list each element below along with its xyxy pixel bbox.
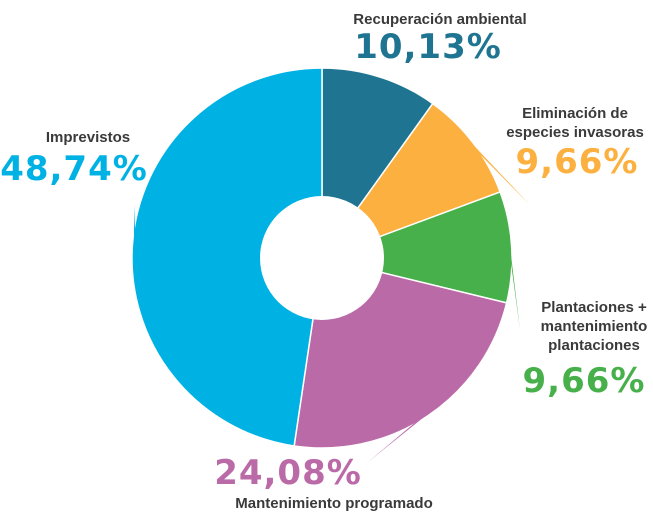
slice-pointer-3 [509,238,520,330]
slice-value-label-3: 9,66% [523,361,646,401]
slice-value-label-2: 9,66% [516,142,639,182]
donut-hole [260,196,384,320]
slice-value-label-1: 10,13% [354,27,502,67]
slice-value-label-4: 24,08% [214,453,362,493]
slice-3 [319,191,513,304]
slice-5 [131,67,323,447]
slice-name-label-5: Imprevistos [46,129,130,146]
slice-pointer-2 [466,137,530,205]
slice-pointer-5 [134,205,136,253]
slice-name-label-3: Plantaciones + mantenimiento plantaciones [541,299,648,354]
slice-value-label-5: 48,74% [0,149,148,189]
slice-pointer-1 [371,76,420,95]
slice-name-label-1: Recuperación ambiental [353,11,526,28]
slice-pointer-4 [368,409,434,462]
slice-name-label-4: Mantenimiento programado [235,495,433,512]
slice-name-label-2: Eliminación de especies invasoras [506,105,644,141]
